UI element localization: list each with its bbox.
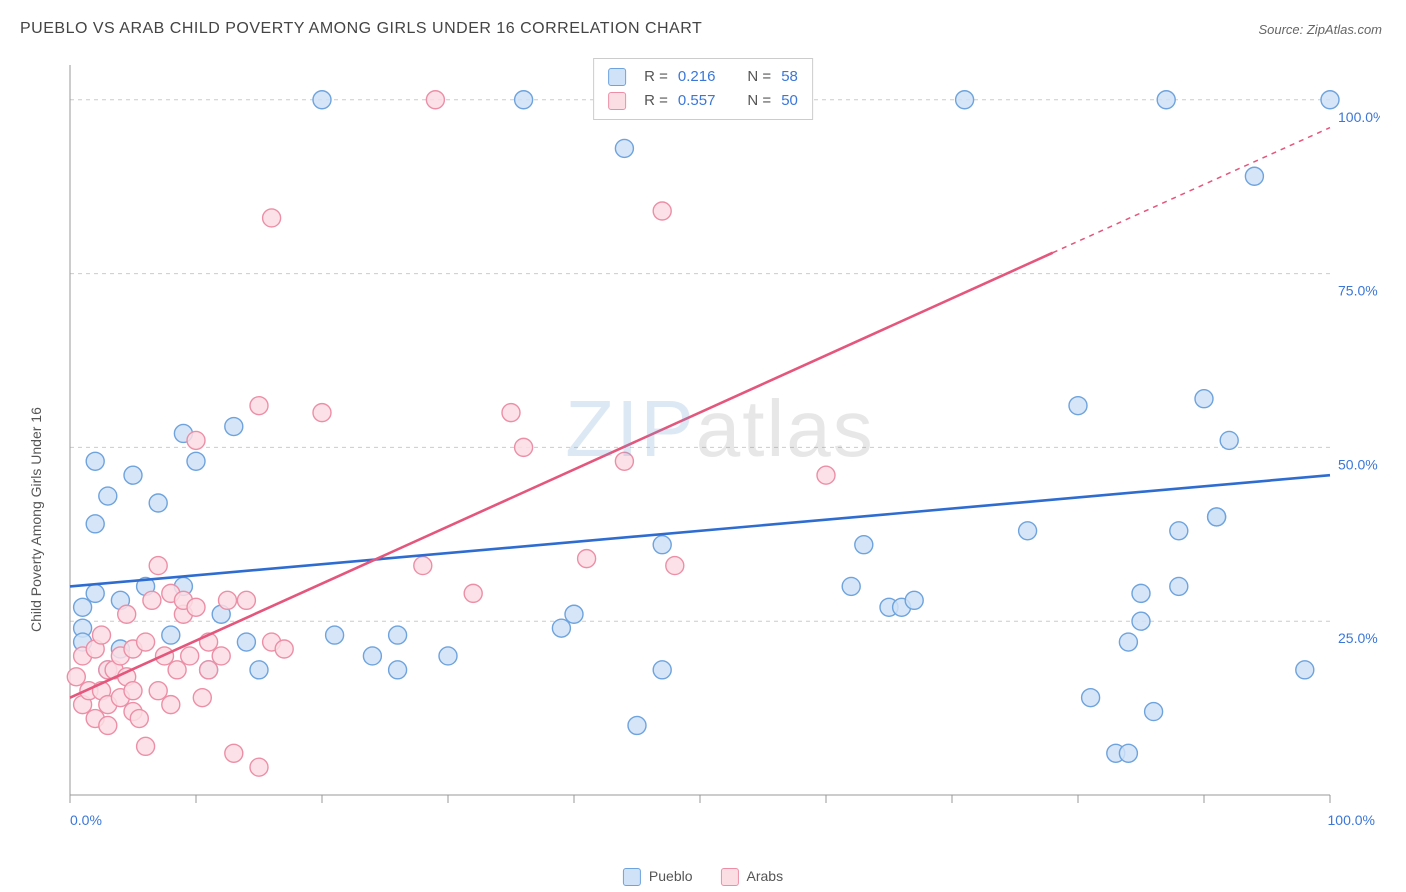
svg-text:25.0%: 25.0% xyxy=(1338,630,1378,646)
svg-text:100.0%: 100.0% xyxy=(1328,812,1375,828)
correlation-legend: R = 0.216 N = 58 R = 0.557 N = 50 xyxy=(593,58,813,120)
source-attribution: Source: ZipAtlas.com xyxy=(1258,22,1382,37)
series-legend: Pueblo Arabs xyxy=(623,868,783,886)
r-label: R = xyxy=(644,89,668,113)
arabs-label: Arabs xyxy=(747,868,784,884)
arabs-swatch-icon xyxy=(721,868,739,886)
legend-item-pueblo: Pueblo xyxy=(623,868,693,886)
svg-text:50.0%: 50.0% xyxy=(1338,456,1378,472)
n-label: N = xyxy=(747,89,771,113)
r-label: R = xyxy=(644,65,668,89)
scatter-plot: 25.0%50.0%75.0%100.0%0.0%100.0% ZIPatlas xyxy=(60,55,1380,835)
svg-text:0.0%: 0.0% xyxy=(70,812,102,828)
pueblo-r-value: 0.216 xyxy=(678,65,716,89)
pueblo-swatch-icon xyxy=(623,868,641,886)
y-axis-label: Child Poverty Among Girls Under 16 xyxy=(28,407,44,632)
chart-canvas: 25.0% 50.0% 75.0% 100.0% 0.0% 100.0% xyxy=(60,55,1380,835)
arabs-r-value: 0.557 xyxy=(678,89,716,113)
pueblo-n-value: 58 xyxy=(781,65,798,89)
n-label: N = xyxy=(747,65,771,89)
pueblo-swatch xyxy=(608,68,626,86)
pueblo-label: Pueblo xyxy=(649,868,693,884)
chart-title: PUEBLO VS ARAB CHILD POVERTY AMONG GIRLS… xyxy=(20,20,702,38)
arabs-n-value: 50 xyxy=(781,89,798,113)
svg-text:100.0%: 100.0% xyxy=(1338,109,1380,125)
legend-item-arabs: Arabs xyxy=(721,868,784,886)
arabs-swatch xyxy=(608,92,626,110)
legend-row-pueblo: R = 0.216 N = 58 xyxy=(608,65,798,89)
svg-text:75.0%: 75.0% xyxy=(1338,283,1378,299)
legend-row-arabs: R = 0.557 N = 50 xyxy=(608,89,798,113)
